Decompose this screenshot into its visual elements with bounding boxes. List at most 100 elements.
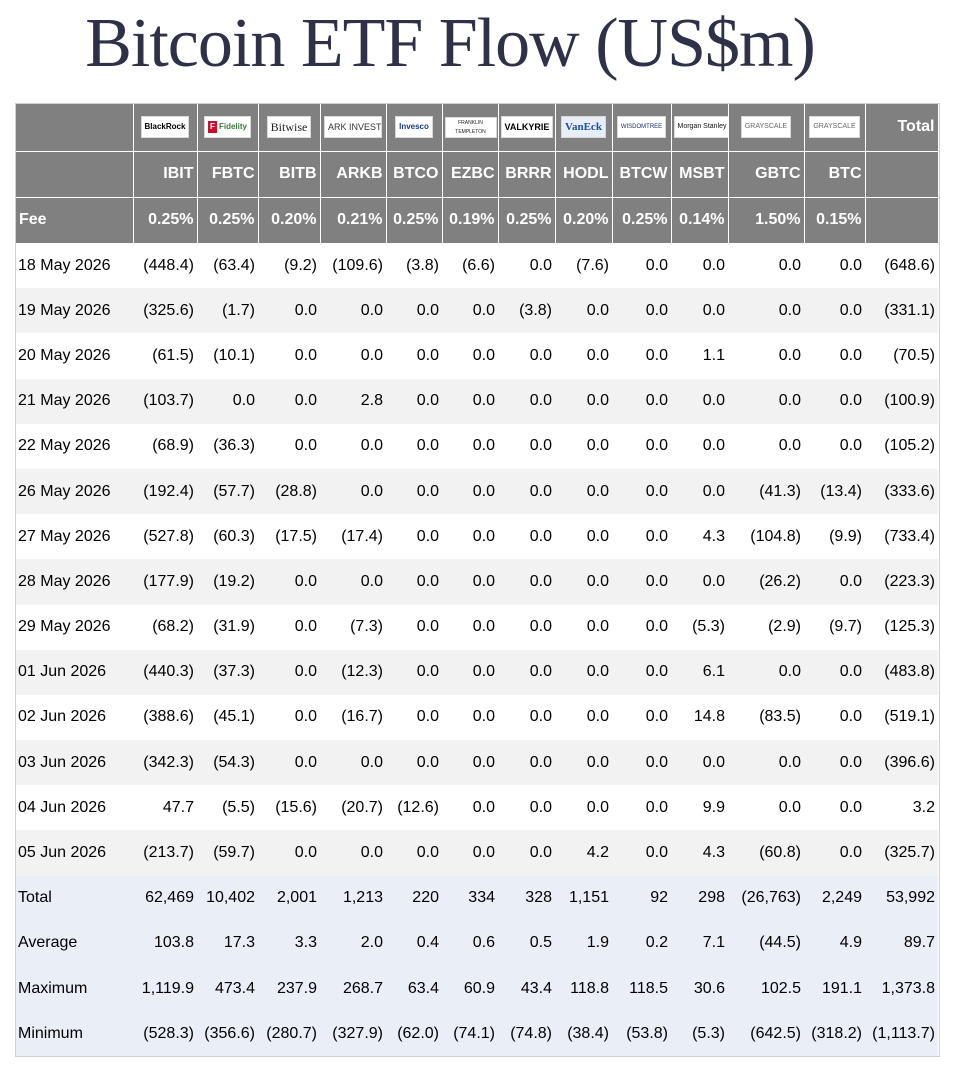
flow-cell: 0.0 [555,559,612,605]
fidelity-logo-text: Fidelity [218,122,247,132]
flow-cell: 0.0 [498,333,555,379]
flow-cell: 0.0 [258,830,320,876]
flow-cell: (213.7) [133,830,197,876]
flow-cell: 0.0 [386,559,442,605]
flow-cell: 0.0 [258,378,320,424]
flow-cell: 0.0 [804,378,865,424]
flow-cell: 0.0 [804,740,865,786]
flow-cell: 9.9 [671,785,728,831]
flow-cell: 0.0 [804,649,865,695]
flow-cell: 0.0 [612,830,671,876]
summary-cell: 298 [671,875,728,921]
row-total-cell: (325.7) [865,830,938,876]
summary-cell: (38.4) [555,1011,612,1057]
summary-cell: (642.5) [728,1011,804,1057]
flow-cell: 0.0 [498,514,555,560]
summary-cell: 0.2 [612,920,671,966]
flow-cell: 0.0 [804,243,865,289]
flow-cell: 0.0 [804,694,865,741]
total-column-header: Total [865,104,939,152]
flow-cell: 0.0 [258,694,320,741]
flow-cell: 0.0 [386,514,442,560]
flow-cell: (12.6) [386,785,442,831]
row-date: 03 Jun 2026 [16,740,133,786]
valkyrie-logo: VALKYRIE [501,117,553,138]
flow-cell: 0.0 [671,559,728,605]
row-date: 22 May 2026 [16,423,133,469]
summary-label: Minimum [16,1011,133,1057]
fee-value: 0.19% [442,197,499,244]
summary-cell: (327.9) [320,1011,386,1057]
summary-cell: 2,249 [804,875,865,921]
summary-cell: 328 [498,875,555,921]
summary-label: Average [16,920,133,966]
flow-cell: (10.1) [197,333,258,379]
row-total-cell: (333.6) [865,468,938,515]
flow-cell: 0.0 [555,378,612,424]
summary-cell: 191.1 [804,966,865,1012]
flow-cell: 0.0 [320,559,386,605]
flow-cell: 0.0 [728,378,804,424]
flow-cell: (60.8) [728,830,804,876]
flow-cell: (104.8) [728,514,804,560]
table-row: 26 May 2026 (192.4) (57.7) (28.8) 0.0 0.0 0.0 0… [16,468,938,515]
summary-cell: (26,763) [728,875,804,921]
row-date: 04 Jun 2026 [16,785,133,831]
ticker-header: ARKB [320,151,387,198]
ticker-header: EZBC [442,151,499,198]
flow-cell: (68.2) [133,604,197,650]
blackrock-logo: BlackRock [141,117,189,138]
flow-cell: (57.7) [197,468,258,515]
ticker-header: BTC [804,151,866,198]
flow-cell: 0.0 [728,288,804,334]
flow-cell: 0.0 [671,288,728,334]
invesco-logo: Invesco [396,117,432,138]
flow-cell: 0.0 [320,740,386,786]
flow-cell: 0.0 [728,649,804,695]
flow-cell: (26.2) [728,559,804,605]
summary-cell: 103.8 [133,920,197,966]
flow-cell: 0.0 [671,378,728,424]
flow-cell: 0.0 [498,785,555,831]
flow-cell: 0.0 [386,649,442,695]
fee-value: 0.15% [804,197,866,244]
flow-cell: 0.0 [442,378,498,424]
flow-cell: 0.0 [612,514,671,560]
flow-cell: (16.7) [320,694,386,741]
flow-cell: (3.8) [498,288,555,334]
flow-cell: (83.5) [728,694,804,741]
flow-cell: 0.0 [386,423,442,469]
flow-cell: 0.0 [442,830,498,876]
summary-cell: 1,213 [320,875,386,921]
flow-cell: 0.0 [442,559,498,605]
flow-cell: (103.7) [133,378,197,424]
flow-cell: 0.0 [442,333,498,379]
flow-cell: 0.0 [728,243,804,289]
row-date: 05 Jun 2026 [16,830,133,876]
summary-cell: 1,151 [555,875,612,921]
ticker-total-cell [865,151,939,198]
flow-cell: (60.3) [197,514,258,560]
flow-cell: 0.0 [804,785,865,831]
flow-cell: (54.3) [197,740,258,786]
fee-row: Fee 0.25% 0.25% 0.20% 0.21% 0.25% 0.19% 0.25% 0… [16,197,939,244]
flow-cell: 0.0 [612,378,671,424]
summary-cell: 62,469 [133,875,197,921]
flow-cell: 0.0 [612,423,671,469]
flow-cell: 2.8 [320,378,386,424]
row-total-cell: 3.2 [865,785,938,831]
flow-cell: 14.8 [671,694,728,741]
flow-cell: 0.0 [498,559,555,605]
flow-cell: 0.0 [386,468,442,515]
summary-cell: (74.8) [498,1011,555,1057]
row-date: 01 Jun 2026 [16,649,133,695]
fee-value: 0.25% [498,197,556,244]
summary-cell: 30.6 [671,966,728,1012]
flow-cell: (7.3) [320,604,386,650]
flow-cell: 0.0 [320,288,386,334]
flow-cell: 0.0 [671,468,728,515]
flow-cell: 0.0 [442,740,498,786]
ticker-header: BTCW [612,151,672,198]
row-date: 18 May 2026 [16,243,133,289]
fee-total-cell [865,197,939,244]
